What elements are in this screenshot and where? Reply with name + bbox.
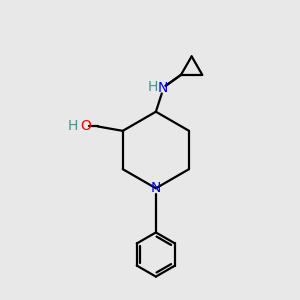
Text: O: O xyxy=(80,119,91,134)
Text: H: H xyxy=(68,119,78,134)
Text: N: N xyxy=(151,181,161,195)
Text: H: H xyxy=(148,80,158,94)
Text: N: N xyxy=(158,81,168,95)
